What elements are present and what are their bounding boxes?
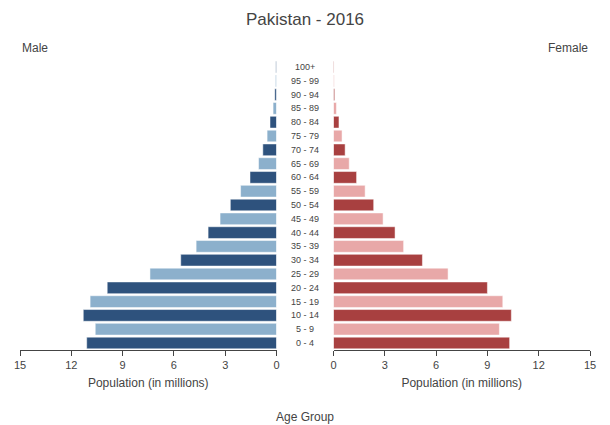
svg-text:0 - 4: 0 - 4: [296, 338, 314, 348]
svg-text:50 - 54: 50 - 54: [291, 200, 319, 210]
svg-text:12: 12: [533, 359, 545, 371]
svg-text:20 - 24: 20 - 24: [291, 283, 319, 293]
svg-text:100+: 100+: [295, 62, 315, 72]
svg-text:70 - 74: 70 - 74: [291, 145, 319, 155]
svg-text:Age Group: Age Group: [276, 410, 334, 424]
svg-text:15: 15: [14, 359, 26, 371]
svg-text:0: 0: [330, 359, 336, 371]
svg-text:85 - 89: 85 - 89: [291, 103, 319, 113]
svg-text:75 - 79: 75 - 79: [291, 131, 319, 141]
svg-text:45 - 49: 45 - 49: [291, 214, 319, 224]
svg-text:0: 0: [273, 359, 279, 371]
svg-text:9: 9: [120, 359, 126, 371]
svg-text:35 - 39: 35 - 39: [291, 241, 319, 251]
svg-text:15 - 19: 15 - 19: [291, 297, 319, 307]
svg-text:80 - 84: 80 - 84: [291, 117, 319, 127]
svg-text:90 - 94: 90 - 94: [291, 90, 319, 100]
svg-text:40 - 44: 40 - 44: [291, 228, 319, 238]
svg-text:10 - 14: 10 - 14: [291, 310, 319, 320]
svg-text:5 - 9: 5 - 9: [296, 324, 314, 334]
svg-text:Male: Male: [22, 41, 48, 55]
svg-text:3: 3: [382, 359, 388, 371]
svg-text:Population (in millions): Population (in millions): [401, 376, 522, 390]
svg-text:65 - 69: 65 - 69: [291, 159, 319, 169]
svg-text:Pakistan - 2016: Pakistan - 2016: [246, 10, 364, 29]
svg-text:9: 9: [484, 359, 490, 371]
svg-text:30 - 34: 30 - 34: [291, 255, 319, 265]
svg-text:6: 6: [433, 359, 439, 371]
svg-text:Female: Female: [548, 41, 588, 55]
svg-text:15: 15: [584, 359, 596, 371]
svg-text:95 - 99: 95 - 99: [291, 76, 319, 86]
svg-text:12: 12: [65, 359, 77, 371]
svg-text:60 - 64: 60 - 64: [291, 172, 319, 182]
svg-text:3: 3: [222, 359, 228, 371]
svg-text:Population (in millions): Population (in millions): [88, 376, 209, 390]
svg-text:6: 6: [171, 359, 177, 371]
svg-text:55 - 59: 55 - 59: [291, 186, 319, 196]
svg-text:25 - 29: 25 - 29: [291, 269, 319, 279]
